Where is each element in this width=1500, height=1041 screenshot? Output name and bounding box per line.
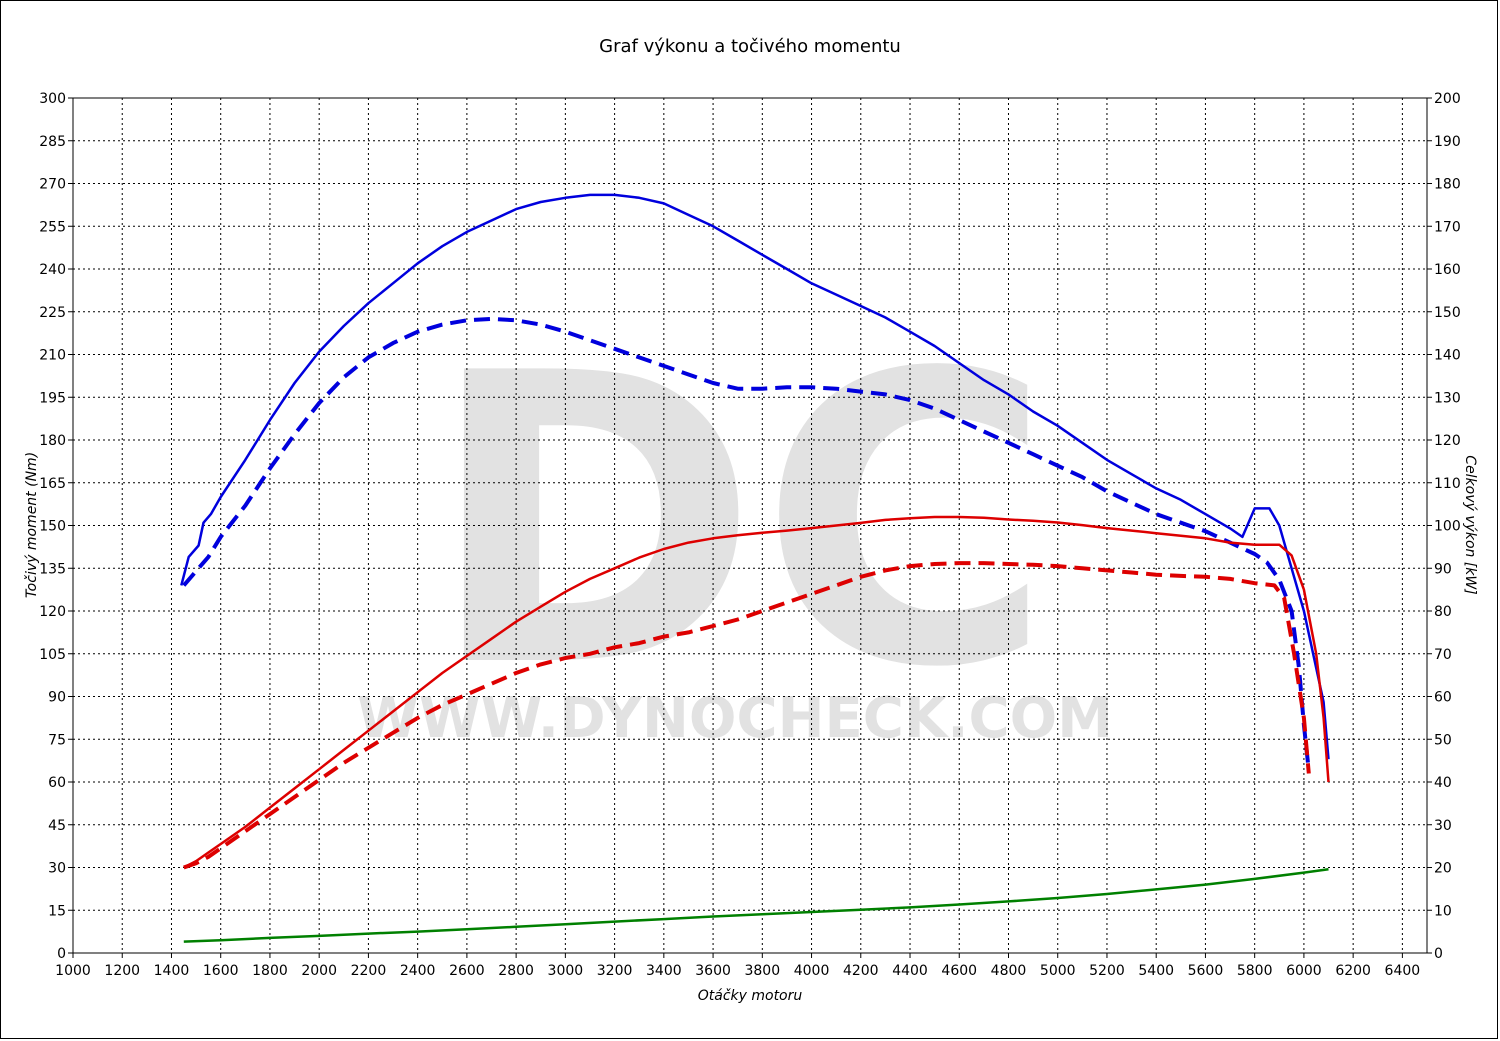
grid xyxy=(68,97,1432,958)
x-tick-label: 1800 xyxy=(252,963,288,979)
y-right-tick-label: 60 xyxy=(1434,690,1452,706)
x-tick-label: 1400 xyxy=(154,963,190,979)
y-right-tick-label: 10 xyxy=(1434,903,1452,919)
y-right-tick-label: 130 xyxy=(1434,390,1461,406)
y-left-tick-label: 45 xyxy=(48,818,66,834)
watermark-logo: DC xyxy=(427,290,1053,755)
y-right-tick-label: 140 xyxy=(1434,348,1461,364)
y-left-tick-label: 285 xyxy=(39,134,66,150)
x-tick-label: 5600 xyxy=(1188,963,1224,979)
y-right-tick-label: 20 xyxy=(1434,861,1452,877)
y-left-tick-label: 240 xyxy=(39,262,66,278)
x-tick-label: 4000 xyxy=(794,963,830,979)
y-right-axis-label: Celkový výkon [kW] xyxy=(1462,455,1478,594)
x-tick-label: 4200 xyxy=(843,963,879,979)
x-tick-label: 3200 xyxy=(597,963,633,979)
y-right-tick-label: 160 xyxy=(1434,262,1461,278)
y-left-tick-label: 300 xyxy=(39,91,66,107)
x-tick-label: 1600 xyxy=(203,963,239,979)
x-tick-label: 5200 xyxy=(1089,963,1125,979)
x-tick-label: 1200 xyxy=(104,963,140,979)
y-right-tick-label: 40 xyxy=(1434,775,1452,791)
y-right-tick-label: 200 xyxy=(1434,91,1461,107)
y-right-tick-label: 170 xyxy=(1434,219,1461,235)
y-right-tick-label: 90 xyxy=(1434,561,1452,577)
torque-tuned-line xyxy=(180,193,1330,760)
x-tick-label: 2000 xyxy=(301,963,337,979)
x-tick-label: 6200 xyxy=(1335,963,1371,979)
y-left-tick-label: 150 xyxy=(39,519,66,535)
y-left-axis-label: Točivý moment (Nm) xyxy=(24,452,40,598)
x-tick-label: 4600 xyxy=(941,963,977,979)
x-tick-label: 4400 xyxy=(892,963,928,979)
y-right-tick-label: 50 xyxy=(1434,732,1452,748)
x-tick-label: 3400 xyxy=(646,963,682,979)
y-left-tick-label: 270 xyxy=(39,177,66,193)
torque-stock-line xyxy=(182,316,1311,771)
y-left-tick-label: 60 xyxy=(48,775,66,791)
x-tick-label: 2200 xyxy=(351,963,387,979)
y-left-tick-label: 210 xyxy=(39,348,66,364)
power-stock-line xyxy=(183,561,1311,870)
y-left-tick-label: 135 xyxy=(39,561,66,577)
y-left-tick-label: 105 xyxy=(39,647,66,663)
y-right-tick-label: 80 xyxy=(1434,604,1452,620)
series-group xyxy=(180,193,1330,943)
x-tick-label: 2800 xyxy=(498,963,534,979)
y-left-tick-label: 195 xyxy=(39,390,66,406)
y-left-tick-label: 30 xyxy=(48,861,66,877)
x-tick-label: 3000 xyxy=(548,963,584,979)
y-right-tick-label: 30 xyxy=(1434,818,1452,834)
y-left-tick-label: 165 xyxy=(39,476,66,492)
x-tick-label: 4800 xyxy=(991,963,1027,979)
y-right-tick-label: 190 xyxy=(1434,134,1461,150)
y-left-tick-label: 180 xyxy=(39,433,66,449)
y-left-tick-label: 75 xyxy=(48,732,66,748)
x-tick-label: 6000 xyxy=(1286,963,1322,979)
x-tick-label: 3800 xyxy=(744,963,780,979)
watermark-url: WWW.DYNOCHECK.COM xyxy=(357,686,1113,751)
y-left-tick-label: 255 xyxy=(39,219,66,235)
x-tick-label: 1000 xyxy=(55,963,91,979)
x-tick-label: 6400 xyxy=(1385,963,1421,979)
y-right-tick-labels: 0 10 20 30 40 50 60 70 80 90 100 110 120 130 140 150 160… xyxy=(1434,91,1461,962)
y-right-tick-label: 180 xyxy=(1434,177,1461,193)
y-left-tick-label: 120 xyxy=(39,604,66,620)
y-left-tick-label: 15 xyxy=(48,903,66,919)
power-tuned-line xyxy=(183,515,1330,869)
y-left-tick-label: 225 xyxy=(39,305,66,321)
y-right-tick-label: 150 xyxy=(1434,305,1461,321)
x-tick-label: 2400 xyxy=(400,963,436,979)
y-right-tick-label: 100 xyxy=(1434,519,1461,535)
y-right-tick-label: 0 xyxy=(1434,946,1443,962)
y-left-tick-labels: 0 15 30 45 60 75 90 105 120 135 150 165 180 195 210 225… xyxy=(39,91,66,962)
y-left-tick-label: 0 xyxy=(57,946,66,962)
chart-title: Graf výkonu a točivého momentu xyxy=(599,36,901,57)
x-tick-label: 2600 xyxy=(449,963,485,979)
x-tick-label: 5000 xyxy=(1040,963,1076,979)
x-tick-label: 5800 xyxy=(1237,963,1273,979)
y-left-tick-label: 90 xyxy=(48,690,66,706)
y-right-tick-label: 120 xyxy=(1434,433,1461,449)
plot-border xyxy=(72,97,1428,954)
loss-line xyxy=(183,867,1329,943)
x-axis-label: Otáčky motoru xyxy=(698,988,803,1004)
x-tick-label: 3600 xyxy=(695,963,731,979)
y-right-tick-label: 110 xyxy=(1434,476,1461,492)
x-tick-labels: 1000 1200 1400 1600 1800 2000 2200 2400 2600 2800… xyxy=(55,963,1420,979)
x-tick-label: 5400 xyxy=(1138,963,1174,979)
y-right-tick-label: 70 xyxy=(1434,647,1452,663)
